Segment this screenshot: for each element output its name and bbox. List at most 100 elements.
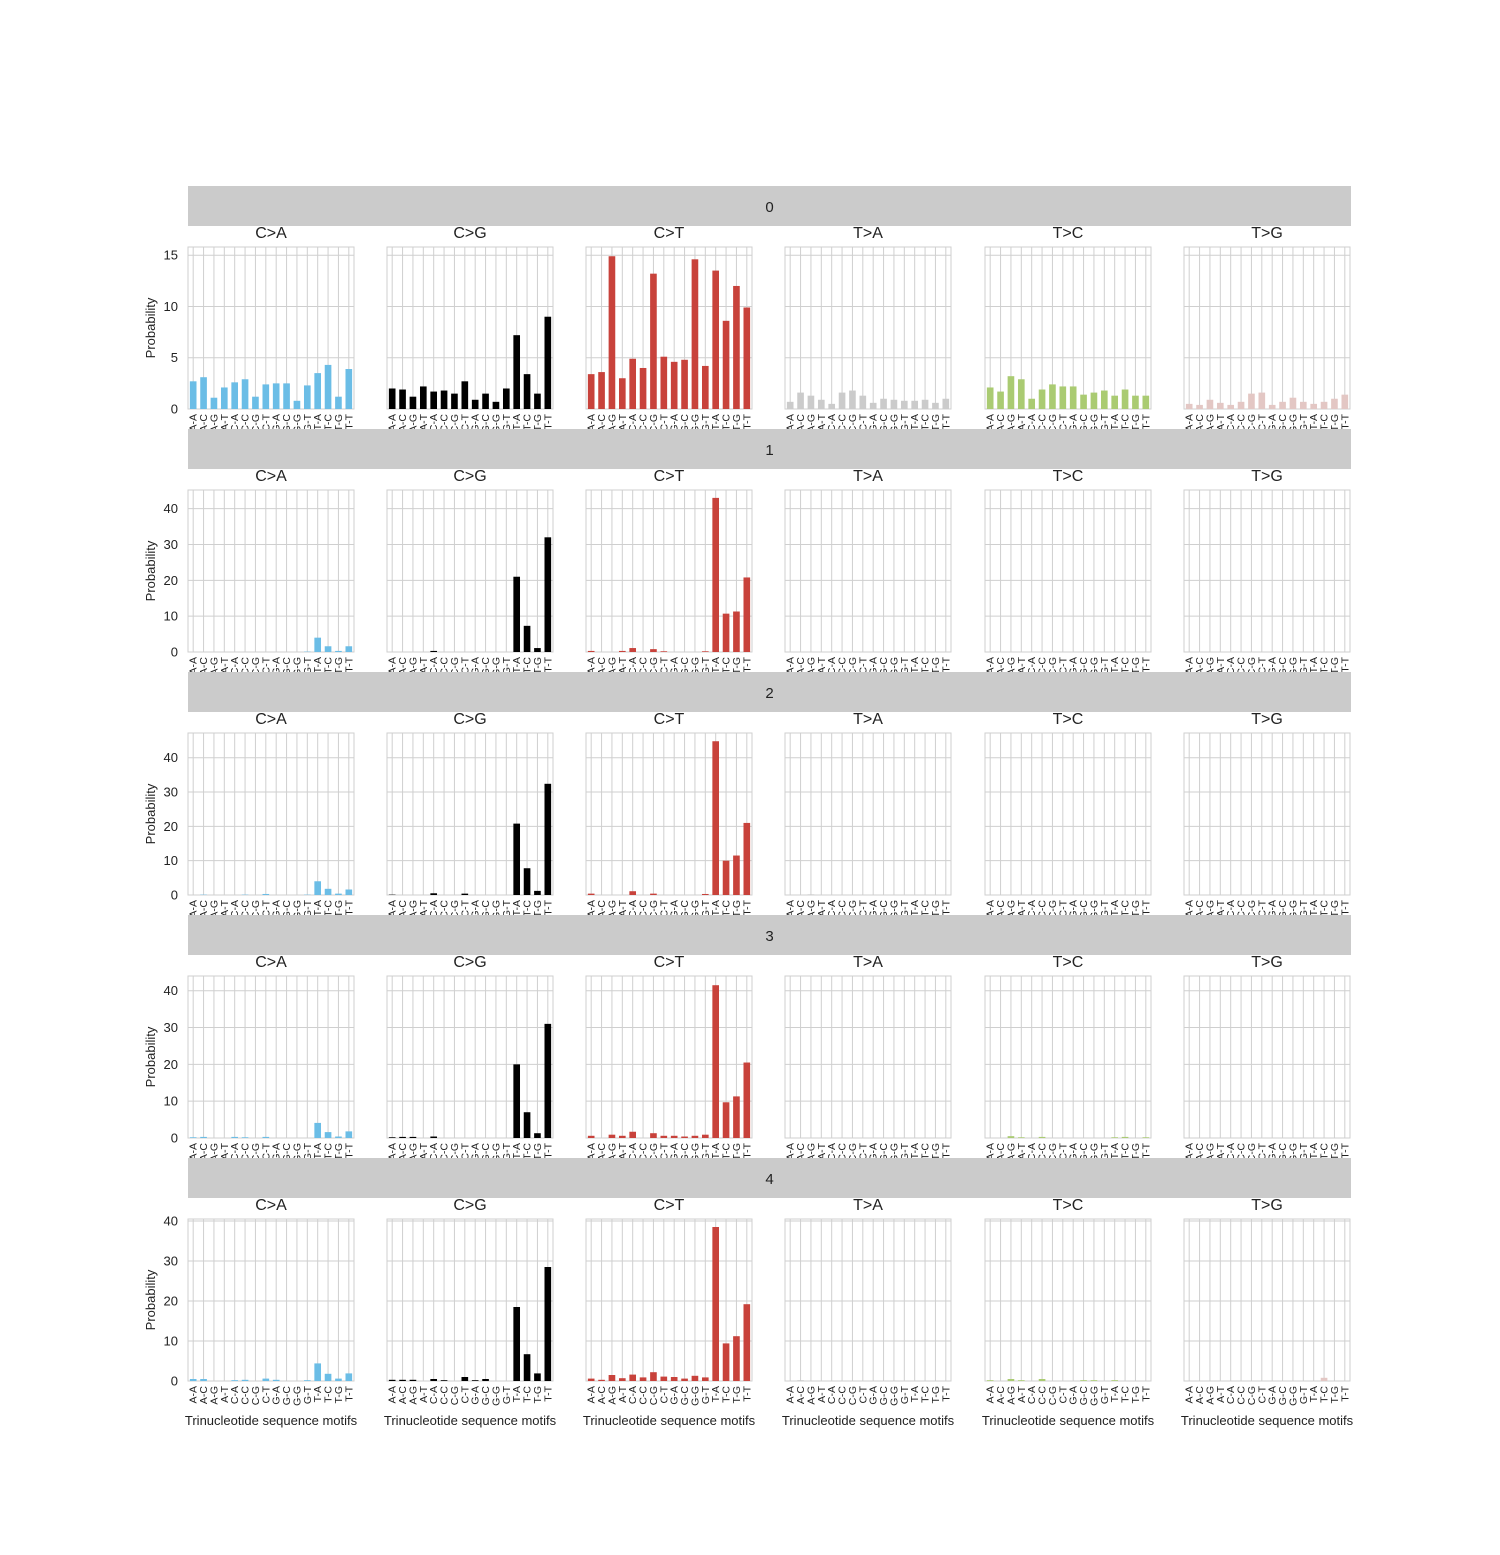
bar-C>G-C-T (461, 894, 468, 895)
y-tick-label: 30 (164, 1254, 178, 1269)
panel-frame (785, 976, 951, 1138)
bar-C>T-T-G (733, 1336, 740, 1381)
bar-C>G-A-G (410, 1380, 417, 1381)
bar-C>T-C-A (629, 1375, 636, 1381)
bar-C>G-T-G (534, 394, 541, 409)
bar-C>A-T-A (314, 373, 321, 409)
bar-T>A-G-T (901, 401, 908, 409)
bar-T>C-A-T (1018, 1137, 1025, 1138)
bar-T>A-T-T (942, 399, 949, 409)
bar-C>A-C-T (262, 1379, 269, 1381)
panel-title: C>T (654, 954, 685, 971)
facet-strip-label: 0 (765, 199, 773, 216)
bar-C>A-C-G (252, 397, 259, 409)
bar-C>A-T-C (325, 365, 332, 409)
bar-T>C-A-C (997, 392, 1004, 409)
panel-title: C>A (255, 711, 287, 728)
bar-C>T-G-G (692, 1376, 699, 1381)
y-tick-label: 30 (164, 1020, 178, 1035)
bar-C>G-T-G (534, 891, 541, 895)
x-axis-label: Trinucleotide sequence motifs (583, 1413, 756, 1428)
x-tick-label: T-T (343, 1142, 355, 1158)
panel-title: C>G (453, 225, 486, 242)
x-tick-label: T-T (343, 656, 355, 672)
bar-T>C-A-A (987, 1380, 994, 1381)
y-tick-label: 10 (164, 1094, 178, 1109)
bar-T>A-T-G (932, 403, 939, 409)
bar-T>C-A-T (1018, 1380, 1025, 1381)
bar-C>G-A-C (399, 1380, 406, 1381)
bar-C>G-G-C (482, 1379, 489, 1381)
bar-T>C-C-G (1049, 384, 1056, 409)
panel-title: C>T (654, 468, 685, 485)
bar-C>G-A-A (389, 388, 396, 409)
x-tick-label: T-T (542, 899, 554, 915)
bar-C>G-T-G (534, 648, 541, 652)
panel-title: T>G (1251, 711, 1283, 728)
bar-T>C-C-C (1039, 1379, 1046, 1381)
bar-C>T-C-C (640, 1377, 647, 1381)
bar-T>G-T-C (1321, 1378, 1328, 1381)
bar-C>G-C-A (430, 1137, 437, 1138)
bar-C>G-A-G (410, 397, 417, 409)
bar-C>G-T-T (544, 784, 551, 895)
bar-C>A-T-A (314, 1363, 321, 1381)
bar-C>G-T-C (524, 626, 531, 652)
y-tick-label: 40 (164, 983, 178, 998)
bar-C>A-C-T (262, 384, 269, 409)
bar-C>T-C-A (629, 891, 636, 895)
x-tick-label: T-T (542, 413, 554, 429)
bar-C>T-G-C (681, 360, 688, 409)
bar-C>A-T-T (345, 890, 352, 895)
bar-C>T-A-G (609, 1375, 616, 1381)
bar-T>C-A-G (1008, 1136, 1015, 1138)
bar-C>A-A-T (221, 387, 228, 409)
bar-C>T-C-G (650, 1133, 657, 1138)
bar-C>T-A-G (609, 1135, 616, 1138)
bar-T>A-T-C (922, 400, 929, 409)
bar-C>A-C-A (231, 382, 238, 409)
bar-C>T-T-C (723, 614, 730, 652)
x-tick-label: T-T (1339, 656, 1351, 672)
bar-T>A-C-A (828, 404, 835, 409)
bar-T>G-C-C (1238, 402, 1245, 409)
bar-C>T-A-C (598, 1380, 605, 1381)
bar-C>G-A-T (420, 386, 427, 409)
y-axis-label: Probability (143, 1269, 158, 1330)
bar-C>A-T-G (335, 894, 342, 895)
bar-C>G-A-G (410, 1137, 417, 1138)
bar-T>G-G-T (1300, 402, 1307, 409)
bar-C>G-T-C (524, 868, 531, 895)
bar-C>A-T-G (335, 651, 342, 652)
bar-C>T-T-G (733, 856, 740, 895)
panel-frame (188, 1219, 354, 1381)
panel-frame (188, 976, 354, 1138)
bar-C>G-T-T (544, 317, 551, 409)
bar-T>G-T-C (1321, 402, 1328, 409)
bar-C>G-T-T (544, 537, 551, 652)
panel-frame (785, 247, 951, 409)
x-tick-label: T-T (542, 1142, 554, 1158)
bar-T>A-T-A (911, 401, 918, 409)
bar-C>G-C-T (461, 1377, 468, 1381)
bar-T>A-A-C (797, 393, 804, 409)
panel-title: T>A (853, 711, 883, 728)
bar-T>C-G-G (1091, 393, 1098, 409)
y-tick-label: 40 (164, 1214, 178, 1229)
bar-C>G-T-A (513, 1064, 520, 1138)
y-tick-label: 10 (164, 1334, 178, 1349)
x-tick-label: T-T (940, 1142, 952, 1158)
facet-strip-label: 3 (765, 928, 773, 945)
panel-title: C>T (654, 711, 685, 728)
bar-T>A-G-A (870, 403, 877, 409)
y-tick-label: 30 (164, 537, 178, 552)
panel-title: T>G (1251, 225, 1283, 242)
panel-title: T>A (853, 225, 883, 242)
bar-C>T-G-C (681, 1137, 688, 1138)
bar-C>T-A-T (619, 1378, 626, 1381)
panel-frame (785, 1219, 951, 1381)
bar-C>T-G-T (702, 1135, 709, 1138)
bar-C>G-T-A (513, 1307, 520, 1381)
bar-C>T-G-T (702, 894, 709, 895)
